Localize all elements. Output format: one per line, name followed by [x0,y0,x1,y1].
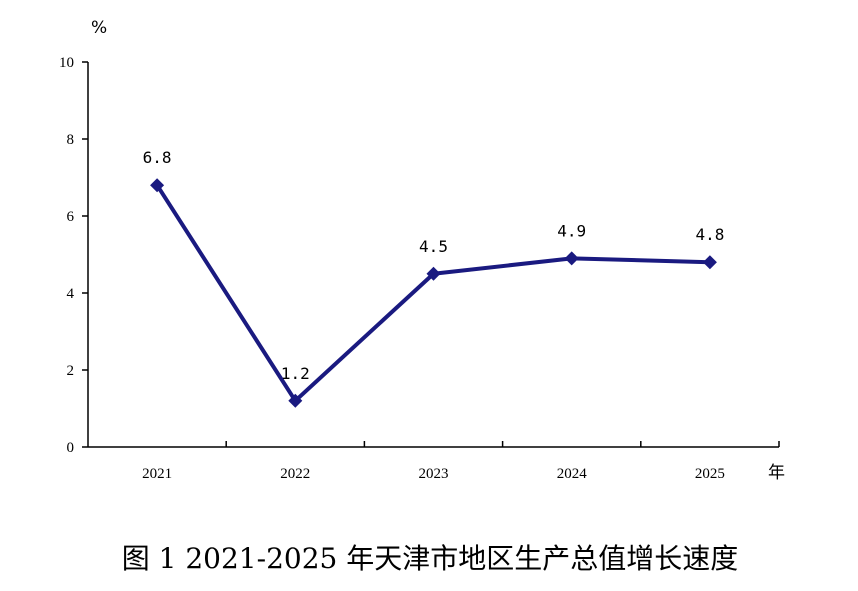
y-tick-label: 6 [67,209,75,225]
data-label: 1.2 [281,364,310,383]
y-tick-label: 8 [67,132,75,148]
y-tick-label: 0 [67,440,75,456]
data-labels: 6.8 1.2 4.5 4.9 4.8 [143,148,725,383]
series-markers [150,178,717,408]
x-axis-ticks: 2021 2022 2023 2024 2025 [142,441,780,482]
y-axis-ticks: 0 2 4 6 8 10 [59,55,88,456]
data-label: 6.8 [143,148,172,167]
x-tick-label: 2022 [280,466,310,482]
data-label: 4.5 [419,237,448,256]
series-line [155,184,710,403]
data-label: 4.8 [695,225,724,244]
series-marker [702,255,717,270]
data-label: 4.9 [557,221,586,240]
y-axis-unit-label: % [91,18,107,38]
series-marker [288,393,303,408]
x-axis-unit-label: 年 [768,463,785,483]
x-tick-label: 2021 [142,466,172,482]
series-marker [564,251,579,266]
x-tick-label: 2023 [419,466,449,482]
x-tick-label: 2024 [557,466,588,482]
y-tick-label: 2 [67,363,75,379]
chart-caption: 图 1 2021-2025 年天津市地区生产总值增长速度 [122,542,739,575]
series-marker [150,178,165,193]
x-tick-label: 2025 [695,466,725,482]
y-tick-label: 10 [59,55,74,71]
series-marker [426,266,441,281]
y-tick-label: 4 [67,286,75,302]
